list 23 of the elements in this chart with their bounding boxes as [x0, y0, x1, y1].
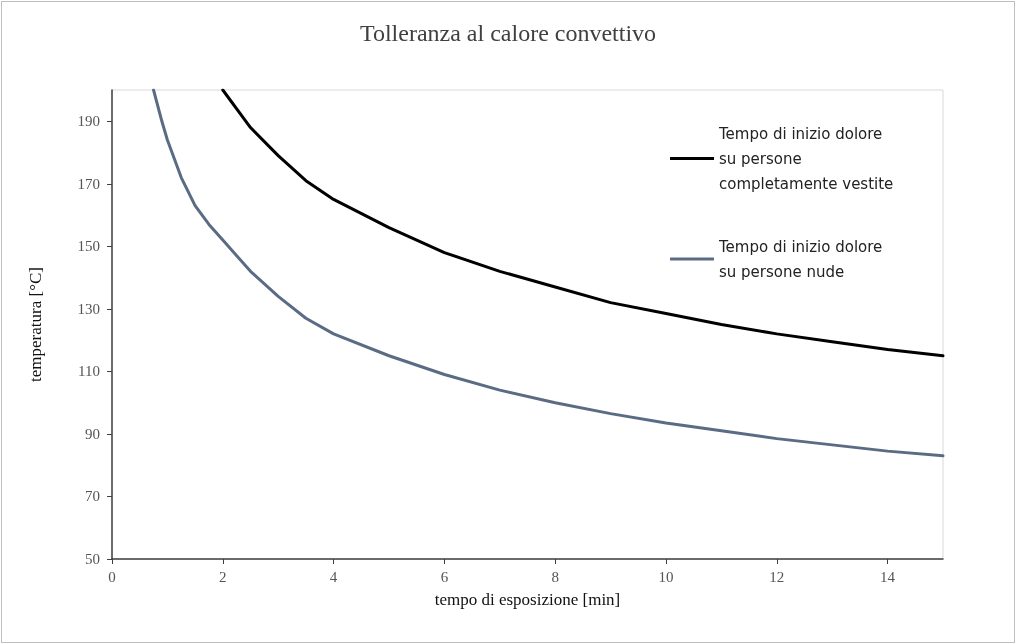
legend-label: Tempo di inizio dolore su persone completamente vestite: [718, 124, 894, 193]
legend-label: Tempo di inizio dolore su persone nude: [718, 237, 883, 281]
chart-title: Tolleranza al calore convettivo: [359, 20, 657, 46]
x-tick-label: 8: [551, 568, 559, 585]
x-tick-label: 14: [880, 568, 896, 585]
y-tick-label: 110: [78, 363, 100, 380]
y-tick-label: 70: [85, 488, 100, 505]
y-axis-title: temperatura [°C]: [26, 267, 45, 382]
x-tick-label: 2: [219, 568, 227, 585]
y-tick-label: 190: [77, 113, 100, 130]
x-tick-label: 4: [329, 568, 338, 585]
y-tick-label: 90: [85, 425, 100, 442]
x-tick-label: 6: [440, 568, 449, 585]
y-tick-label: 50: [85, 551, 100, 567]
x-tick-label: 10: [658, 568, 674, 585]
line-series: [152, 88, 945, 458]
x-axis-title: tempo di esposizione [min]: [434, 590, 621, 609]
x-tick-label: 12: [769, 568, 785, 585]
y-tick-label: 150: [77, 238, 100, 255]
y-tick-label: 170: [77, 175, 100, 192]
x-tick-label: 0: [108, 568, 116, 585]
y-tick-label: 130: [77, 300, 100, 317]
line-series: [221, 88, 945, 358]
